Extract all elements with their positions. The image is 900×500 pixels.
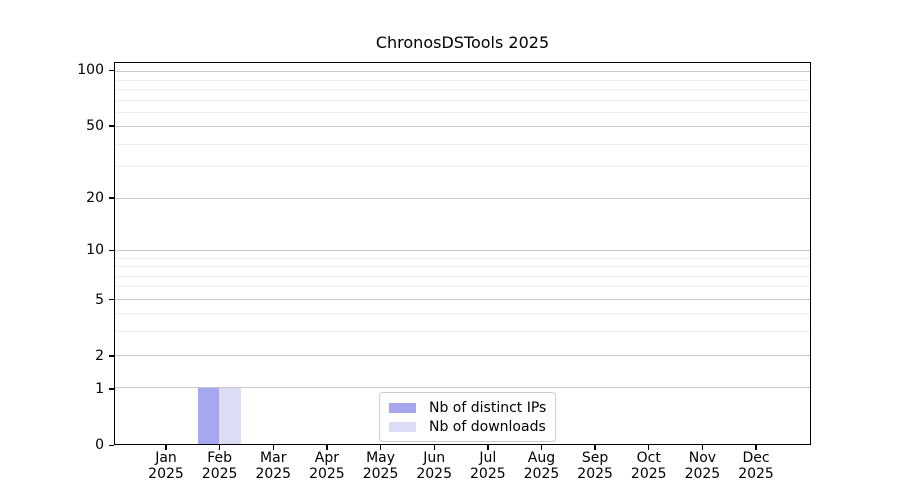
x-label-year: 2025 [201,466,238,482]
x-label-year: 2025 [577,466,613,482]
x-axis-tick [326,445,328,450]
minor-gridline [115,266,810,268]
major-gridline [115,197,810,199]
x-axis-tick-label: Mar 2025 [241,450,305,482]
y-axis-tick [109,299,114,301]
x-axis-tick [165,445,167,450]
x-axis-tick [272,445,274,450]
x-label-month: Mar [260,450,287,466]
x-axis-tick-label: Aug 2025 [509,450,573,482]
legend-label: Nb of downloads [429,418,546,435]
minor-gridline [115,331,810,333]
legend-item: Nb of downloads [389,417,546,436]
chart-title: ChronosDSTools 2025 [375,33,550,52]
major-gridline [115,387,810,389]
x-label-month: Nov [688,450,717,466]
x-label-year: 2025 [738,466,774,482]
x-label-month: May [366,450,396,466]
legend-label: Nb of distinct IPs [429,399,547,416]
minor-gridline [115,143,810,145]
x-label-month: Feb [207,450,233,466]
x-axis-tick [433,445,435,450]
x-label-month: Jun [423,450,446,466]
x-label-year: 2025 [309,466,345,482]
x-axis-tick [701,445,704,450]
x-axis-tick-label: Feb 2025 [188,450,252,482]
y-axis-tick [109,249,114,252]
y-axis-tick [109,197,114,199]
major-gridline [115,126,810,128]
x-label-year: 2025 [362,466,399,482]
legend-swatch-icon [389,421,416,432]
minor-gridline [115,257,810,259]
y-axis-tick-label: 5 [95,291,104,308]
x-label-year: 2025 [416,466,452,482]
y-axis-tick-label: 50 [86,117,104,134]
x-axis-tick [755,445,757,450]
minor-gridline [115,89,810,91]
bar-downloads [219,388,241,444]
y-axis-tick [109,444,114,446]
y-axis-tick-label: 10 [86,242,104,259]
x-label-month: Apr [314,450,340,466]
legend-swatch-icon [389,402,416,413]
y-axis-tick [109,355,114,357]
x-label-year: 2025 [523,466,560,482]
major-gridline [115,354,810,356]
x-axis-tick [218,445,221,450]
x-label-month: Aug [527,450,556,466]
x-axis-tick [487,445,489,450]
x-axis-tick-label: May 2025 [349,450,413,482]
y-axis-tick [109,388,114,390]
x-label-month: Oct [636,450,661,466]
x-label-year: 2025 [684,466,721,482]
y-axis-tick-label: 1 [95,380,104,397]
x-axis-tick-label: Apr 2025 [295,450,359,482]
y-axis-tick-label: 0 [95,437,104,453]
x-axis-tick [540,445,543,450]
bar-distinct-ips [197,388,220,444]
plot-area: Nb of distinct IPs Nb of downloads [114,62,811,445]
x-axis-tick-label: Jan 2025 [134,450,198,482]
major-gridline [115,298,810,300]
minor-gridline [115,166,810,168]
x-label-month: Jan [155,450,177,466]
x-axis-tick-label: Sep 2025 [563,450,627,482]
x-label-month: Sep [581,450,609,466]
x-label-month: Jul [479,450,497,466]
y-axis-tick [109,69,114,72]
x-label-year: 2025 [470,466,506,482]
x-label-year: 2025 [148,466,184,482]
x-axis-tick-label: Oct 2025 [617,450,681,482]
x-axis-tick-label: Jul 2025 [456,450,520,482]
x-axis-tick-label: Nov 2025 [670,450,734,482]
x-axis-tick [594,445,596,450]
y-axis-tick-label: 20 [86,189,104,206]
minor-gridline [115,286,810,288]
legend-item: Nb of distinct IPs [389,398,546,417]
minor-gridline [115,99,810,101]
x-label-year: 2025 [630,466,667,482]
major-gridline [115,249,810,251]
x-axis-tick [648,445,650,450]
minor-gridline [115,79,810,81]
x-axis-tick [379,445,382,450]
minor-gridline [115,275,810,277]
x-label-year: 2025 [255,466,292,482]
x-label-month: Dec [742,450,770,466]
y-axis-tick-label: 100 [77,62,104,79]
major-gridline [115,71,810,73]
minor-gridline [115,111,810,113]
y-axis-tick [109,125,114,127]
minor-gridline [115,313,810,315]
x-axis-tick-label: Jun 2025 [402,450,466,482]
y-axis-tick-label: 2 [95,347,104,364]
legend: Nb of distinct IPs Nb of downloads [379,392,557,442]
x-axis-tick-label: Dec 2025 [724,450,788,482]
